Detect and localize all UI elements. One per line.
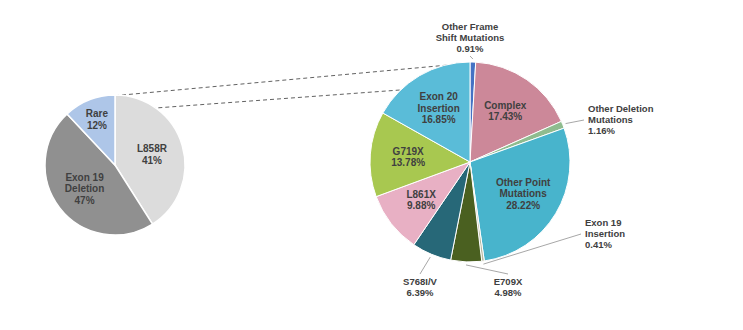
slice-label: G719X xyxy=(393,146,424,157)
slice-label: Complex xyxy=(484,100,527,111)
slice-label: Rare xyxy=(86,108,109,119)
pie-slice xyxy=(383,62,470,162)
slice-value-label: 17.43% xyxy=(488,111,522,122)
slice-label-line: Insertion xyxy=(418,103,460,114)
slice-value-label: 4.98% xyxy=(495,287,522,298)
slice-label-line: Complex xyxy=(484,100,527,111)
slice-label-line: Mutations xyxy=(500,188,548,199)
slice-label-line: Exon 19 xyxy=(585,217,621,228)
slices xyxy=(370,62,570,262)
slice-value-label: 0.91% xyxy=(457,43,484,54)
leader-line xyxy=(466,265,508,274)
slice-label-line: S768I/V xyxy=(403,276,437,287)
slice-label-line: L861X xyxy=(406,189,436,200)
slice-label-line: Other Point xyxy=(496,177,551,188)
leader-line xyxy=(470,56,473,59)
slice-label-line: Mutations xyxy=(588,114,633,125)
slice-value-label: 6.39% xyxy=(407,287,434,298)
slice-label-line: Rare xyxy=(86,108,109,119)
leader-line xyxy=(420,257,430,274)
labels: L858R41% Exon 19Deletion47% Rare12% xyxy=(65,108,168,205)
pie-2: Other FrameShift Mutations0.91% Complex17… xyxy=(370,21,654,297)
slice-label-line: Other Deletion xyxy=(588,103,654,114)
slice-label-line: Exon 19 xyxy=(65,172,104,183)
slice-label: L858R xyxy=(137,143,168,154)
slice-label-line: Deletion xyxy=(65,183,104,194)
slice-label: E709X xyxy=(494,276,523,287)
slice-value-label: 41% xyxy=(142,155,162,166)
slice-value-label: 13.78% xyxy=(391,157,425,168)
slice-value-label: 1.16% xyxy=(588,125,615,136)
slice-label-line: Shift Mutations xyxy=(436,32,505,43)
slice-label-line: G719X xyxy=(393,146,424,157)
leader-line xyxy=(483,234,581,264)
leader-line xyxy=(566,120,584,124)
slice-value-label: 9.88% xyxy=(407,200,435,211)
slice-value-label: 47% xyxy=(75,195,95,206)
slice-label: Exon 19Insertion xyxy=(585,217,625,239)
slice-value-label: 28.22% xyxy=(506,200,540,211)
slice-label-line: Insertion xyxy=(585,228,625,239)
slices xyxy=(45,95,185,235)
slice-label: Exon 20Insertion xyxy=(418,91,460,114)
chart-root: L858R41%Exon 19Deletion47%Rare12%Other F… xyxy=(0,0,743,330)
slice-label: Other PointMutations xyxy=(496,177,551,200)
labels: Other FrameShift Mutations0.91% Complex17… xyxy=(391,21,653,297)
slice-value-label: 16.85% xyxy=(422,114,456,125)
slice-label: Other FrameShift Mutations xyxy=(436,21,505,43)
slice-label-line: E709X xyxy=(494,276,523,287)
slice-label: L861X xyxy=(406,189,436,200)
pie-slice xyxy=(470,128,570,261)
slice-label-line: Other Frame xyxy=(442,21,499,32)
slice-label: S768I/V xyxy=(403,276,437,287)
slice-label: Exon 19Deletion xyxy=(65,172,104,195)
slice-value-label: 0.41% xyxy=(585,239,612,250)
pie-slice xyxy=(67,95,115,165)
slice-label: Other DeletionMutations xyxy=(588,103,654,125)
slice-value-label: 12% xyxy=(87,120,107,131)
pie-1: L858R41% Exon 19Deletion47% Rare12% xyxy=(45,95,185,235)
slice-label-line: L858R xyxy=(137,143,168,154)
slice-label-line: Exon 20 xyxy=(420,91,459,102)
